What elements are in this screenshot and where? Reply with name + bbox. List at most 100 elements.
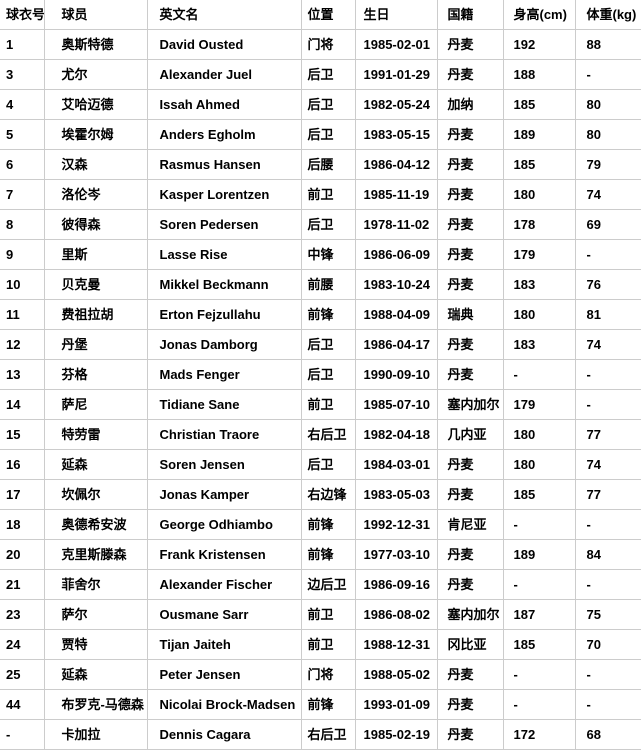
cell-jersey-number: - — [0, 719, 45, 750]
cell-player-name: 萨尔 — [44, 599, 148, 630]
cell-jersey-number: 3 — [0, 59, 45, 90]
table-row: 5 埃霍尔姆 Anders Egholm 后卫 1983-05-15 丹麦 18… — [0, 119, 641, 150]
cell-english-name: Peter Jensen — [147, 659, 302, 690]
column-header-height: 身高(cm) — [503, 0, 576, 30]
cell-position: 右后卫 — [301, 719, 356, 750]
cell-height: 185 — [503, 629, 576, 660]
cell-player-name: 坎佩尔 — [44, 479, 148, 510]
cell-weight: - — [575, 689, 641, 720]
cell-weight: - — [575, 359, 641, 390]
cell-player-name: 丹堡 — [44, 329, 148, 360]
table-row: 11 费祖拉胡 Erton Fejzullahu 前锋 1988-04-09 瑞… — [0, 299, 641, 330]
cell-position: 前锋 — [301, 689, 356, 720]
cell-english-name: Anders Egholm — [147, 119, 302, 150]
cell-weight: 69 — [575, 209, 641, 240]
cell-position: 后卫 — [301, 89, 356, 120]
cell-birthday: 1986-06-09 — [355, 239, 438, 270]
cell-height: 180 — [503, 419, 576, 450]
cell-height: 179 — [503, 239, 576, 270]
cell-birthday: 1988-04-09 — [355, 299, 438, 330]
cell-birthday: 1983-10-24 — [355, 269, 438, 300]
cell-height: 185 — [503, 479, 576, 510]
cell-birthday: 1986-09-16 — [355, 569, 438, 600]
cell-height: 189 — [503, 119, 576, 150]
cell-english-name: Rasmus Hansen — [147, 149, 302, 180]
table-row: 3 尤尔 Alexander Juel 后卫 1991-01-29 丹麦 188… — [0, 59, 641, 90]
cell-weight: 81 — [575, 299, 641, 330]
cell-jersey-number: 23 — [0, 599, 45, 630]
cell-english-name: Kasper Lorentzen — [147, 179, 302, 210]
cell-player-name: 艾哈迈德 — [44, 89, 148, 120]
cell-height: 183 — [503, 269, 576, 300]
cell-weight: - — [575, 59, 641, 90]
cell-weight: 74 — [575, 179, 641, 210]
cell-birthday: 1986-04-12 — [355, 149, 438, 180]
cell-height: 185 — [503, 149, 576, 180]
cell-birthday: 1985-11-19 — [355, 179, 438, 210]
cell-position: 右边锋 — [301, 479, 356, 510]
cell-position: 前锋 — [301, 299, 356, 330]
cell-weight: 74 — [575, 449, 641, 480]
cell-player-name: 洛伦岑 — [44, 179, 148, 210]
table-row: - 卡加拉 Dennis Cagara 右后卫 1985-02-19 丹麦 17… — [0, 719, 641, 750]
cell-jersey-number: 5 — [0, 119, 45, 150]
cell-nationality: 丹麦 — [437, 719, 504, 750]
cell-birthday: 1990-09-10 — [355, 359, 438, 390]
cell-jersey-number: 9 — [0, 239, 45, 270]
cell-position: 后腰 — [301, 149, 356, 180]
cell-jersey-number: 8 — [0, 209, 45, 240]
cell-height: 189 — [503, 539, 576, 570]
cell-jersey-number: 6 — [0, 149, 45, 180]
cell-english-name: Lasse Rise — [147, 239, 302, 270]
cell-nationality: 冈比亚 — [437, 629, 504, 660]
cell-english-name: Mads Fenger — [147, 359, 302, 390]
cell-player-name: 菲舍尔 — [44, 569, 148, 600]
cell-english-name: Alexander Fischer — [147, 569, 302, 600]
cell-english-name: Ousmane Sarr — [147, 599, 302, 630]
column-header-nationality: 国籍 — [437, 0, 504, 30]
cell-position: 后卫 — [301, 59, 356, 90]
cell-player-name: 里斯 — [44, 239, 148, 270]
cell-player-name: 贝克曼 — [44, 269, 148, 300]
cell-english-name: Frank Kristensen — [147, 539, 302, 570]
cell-jersey-number: 14 — [0, 389, 45, 420]
cell-height: 192 — [503, 29, 576, 60]
cell-birthday: 1983-05-15 — [355, 119, 438, 150]
cell-english-name: Alexander Juel — [147, 59, 302, 90]
cell-position: 后卫 — [301, 359, 356, 390]
table-row: 4 艾哈迈德 Issah Ahmed 后卫 1982-05-24 加纳 185 … — [0, 89, 641, 120]
cell-english-name: Issah Ahmed — [147, 89, 302, 120]
table-row: 6 汉森 Rasmus Hansen 后腰 1986-04-12 丹麦 185 … — [0, 149, 641, 180]
table-row: 12 丹堡 Jonas Damborg 后卫 1986-04-17 丹麦 183… — [0, 329, 641, 360]
cell-position: 前卫 — [301, 389, 356, 420]
cell-jersey-number: 4 — [0, 89, 45, 120]
cell-nationality: 丹麦 — [437, 569, 504, 600]
cell-jersey-number: 10 — [0, 269, 45, 300]
cell-birthday: 1991-01-29 — [355, 59, 438, 90]
cell-english-name: Christian Traore — [147, 419, 302, 450]
cell-player-name: 汉森 — [44, 149, 148, 180]
table-row: 14 萨尼 Tidiane Sane 前卫 1985-07-10 塞内加尔 17… — [0, 389, 641, 420]
cell-nationality: 丹麦 — [437, 329, 504, 360]
cell-jersey-number: 17 — [0, 479, 45, 510]
cell-english-name: Nicolai Brock-Madsen — [147, 689, 302, 720]
cell-height: - — [503, 659, 576, 690]
cell-birthday: 1985-02-19 — [355, 719, 438, 750]
cell-player-name: 贾特 — [44, 629, 148, 660]
cell-english-name: Dennis Cagara — [147, 719, 302, 750]
cell-height: 180 — [503, 179, 576, 210]
cell-english-name: George Odhiambo — [147, 509, 302, 540]
cell-height: 185 — [503, 89, 576, 120]
table-row: 13 芬格 Mads Fenger 后卫 1990-09-10 丹麦 - - — [0, 359, 641, 390]
cell-english-name: Soren Pedersen — [147, 209, 302, 240]
column-header-english-name: 英文名 — [147, 0, 302, 30]
table-row: 20 克里斯滕森 Frank Kristensen 前锋 1977-03-10 … — [0, 539, 641, 570]
cell-nationality: 丹麦 — [437, 659, 504, 690]
cell-birthday: 1988-12-31 — [355, 629, 438, 660]
cell-height: 178 — [503, 209, 576, 240]
cell-height: - — [503, 509, 576, 540]
cell-nationality: 丹麦 — [437, 209, 504, 240]
cell-jersey-number: 20 — [0, 539, 45, 570]
table-row: 44 布罗克-马德森 Nicolai Brock-Madsen 前锋 1993-… — [0, 689, 641, 720]
cell-player-name: 延森 — [44, 659, 148, 690]
